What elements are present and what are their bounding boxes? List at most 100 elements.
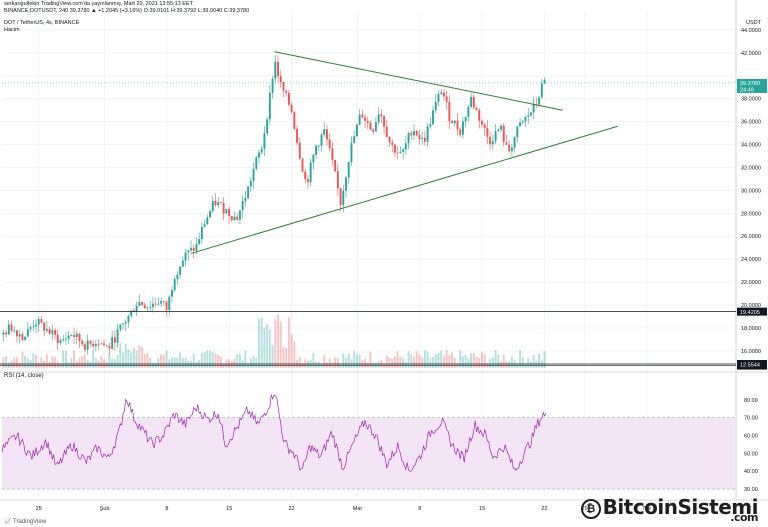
candle-body — [203, 224, 206, 227]
candle-body — [285, 90, 288, 93]
volume-bar — [529, 361, 532, 368]
candle-body — [260, 148, 263, 153]
candle-body — [132, 310, 135, 312]
volume-bar — [432, 357, 434, 368]
volume-bar — [415, 351, 418, 368]
volume-bar — [434, 354, 437, 368]
volume-bar — [209, 351, 211, 368]
volume-bar — [108, 353, 111, 368]
candle-body — [179, 266, 182, 275]
candle-body — [100, 343, 103, 345]
volume-bar — [130, 352, 133, 368]
publisher-line: serkangultekin TradingView.com'da yayınl… — [4, 1, 193, 7]
volume-bar — [451, 352, 454, 368]
volume-bar — [113, 359, 116, 368]
volume-bar — [519, 350, 522, 368]
level-label: 19.4205 — [740, 310, 760, 316]
volume-bar — [219, 356, 222, 368]
candle-body — [448, 101, 451, 122]
volume-bar — [500, 361, 502, 368]
volume-bar — [481, 351, 483, 368]
candle-body — [111, 337, 114, 349]
volume-bar — [279, 321, 282, 368]
volume-bar — [217, 355, 220, 368]
candle-body — [51, 330, 54, 334]
bitcoin-icon: ₿ — [580, 499, 601, 519]
price-tick-label: 24.0000 — [741, 257, 761, 263]
volume-bar — [70, 357, 73, 368]
volume-bar — [89, 361, 92, 368]
candle-body — [385, 126, 388, 137]
volume-bar — [355, 353, 358, 368]
candle-body — [268, 92, 271, 120]
volume-bar — [453, 357, 456, 368]
volume-bar — [24, 355, 27, 368]
volume-bar — [135, 350, 138, 368]
candle-body — [394, 144, 396, 153]
candle-body — [219, 202, 222, 204]
volume-bar — [489, 358, 492, 368]
volume-bar — [394, 356, 396, 368]
volume-bar — [285, 348, 288, 368]
volume-bar — [266, 324, 269, 368]
candle-body — [366, 120, 369, 123]
candle-body — [54, 330, 56, 335]
volume-bar — [521, 356, 524, 368]
candle-body — [407, 133, 410, 144]
candle-body — [238, 210, 241, 220]
candle-body — [43, 322, 46, 331]
candle-body — [64, 338, 67, 340]
candle-body — [502, 125, 505, 143]
candle-body — [282, 82, 285, 91]
volume-bar — [162, 354, 165, 368]
candle-body — [7, 324, 10, 335]
time-tick-label: 8 — [418, 506, 421, 512]
candle-body — [429, 124, 432, 127]
candle-body — [18, 334, 21, 337]
volume-bar — [358, 355, 361, 368]
candle-body — [538, 97, 541, 105]
candle-body — [524, 117, 527, 122]
volume-bar — [421, 357, 424, 368]
trendline-lower — [190, 125, 618, 254]
candle-body — [334, 159, 337, 172]
volume-bar — [157, 358, 160, 368]
volume-bar — [423, 350, 426, 368]
candle-body — [527, 115, 530, 118]
candle-body — [372, 129, 375, 132]
candle-body — [434, 101, 437, 111]
volume-bar — [21, 351, 24, 368]
candle-body — [491, 141, 494, 145]
candle-body — [162, 301, 165, 302]
candle-body — [415, 131, 418, 136]
candle-body — [296, 128, 299, 143]
candle-body — [45, 328, 48, 331]
volume-bar — [315, 362, 318, 368]
volume-bar — [287, 317, 290, 368]
candle-body — [312, 154, 315, 163]
candle-body — [105, 345, 108, 347]
volume-bar — [13, 357, 16, 368]
volume-bar — [184, 357, 187, 368]
rsi-band — [2, 417, 735, 490]
currency-label: USDT — [746, 20, 762, 26]
volume-bar — [377, 361, 380, 368]
volume-bar — [146, 352, 149, 368]
candle-body — [521, 121, 524, 123]
volume-bar — [92, 350, 95, 368]
volume-bar — [173, 357, 176, 368]
price-tick-label: 22.0000 — [741, 280, 761, 286]
tradingview-logo[interactable]: 📈 TradingView — [4, 519, 47, 525]
volume-bar — [195, 362, 198, 368]
volume-bar — [277, 314, 279, 368]
candle-body — [478, 110, 481, 121]
volume-bar — [274, 319, 277, 368]
volume-bar — [119, 343, 122, 368]
volume-bar — [83, 354, 86, 368]
volume-bar — [244, 350, 247, 368]
volume-bar — [32, 353, 35, 368]
candle-body — [355, 124, 358, 137]
volume-bar — [160, 354, 163, 368]
candle-body — [464, 116, 467, 122]
